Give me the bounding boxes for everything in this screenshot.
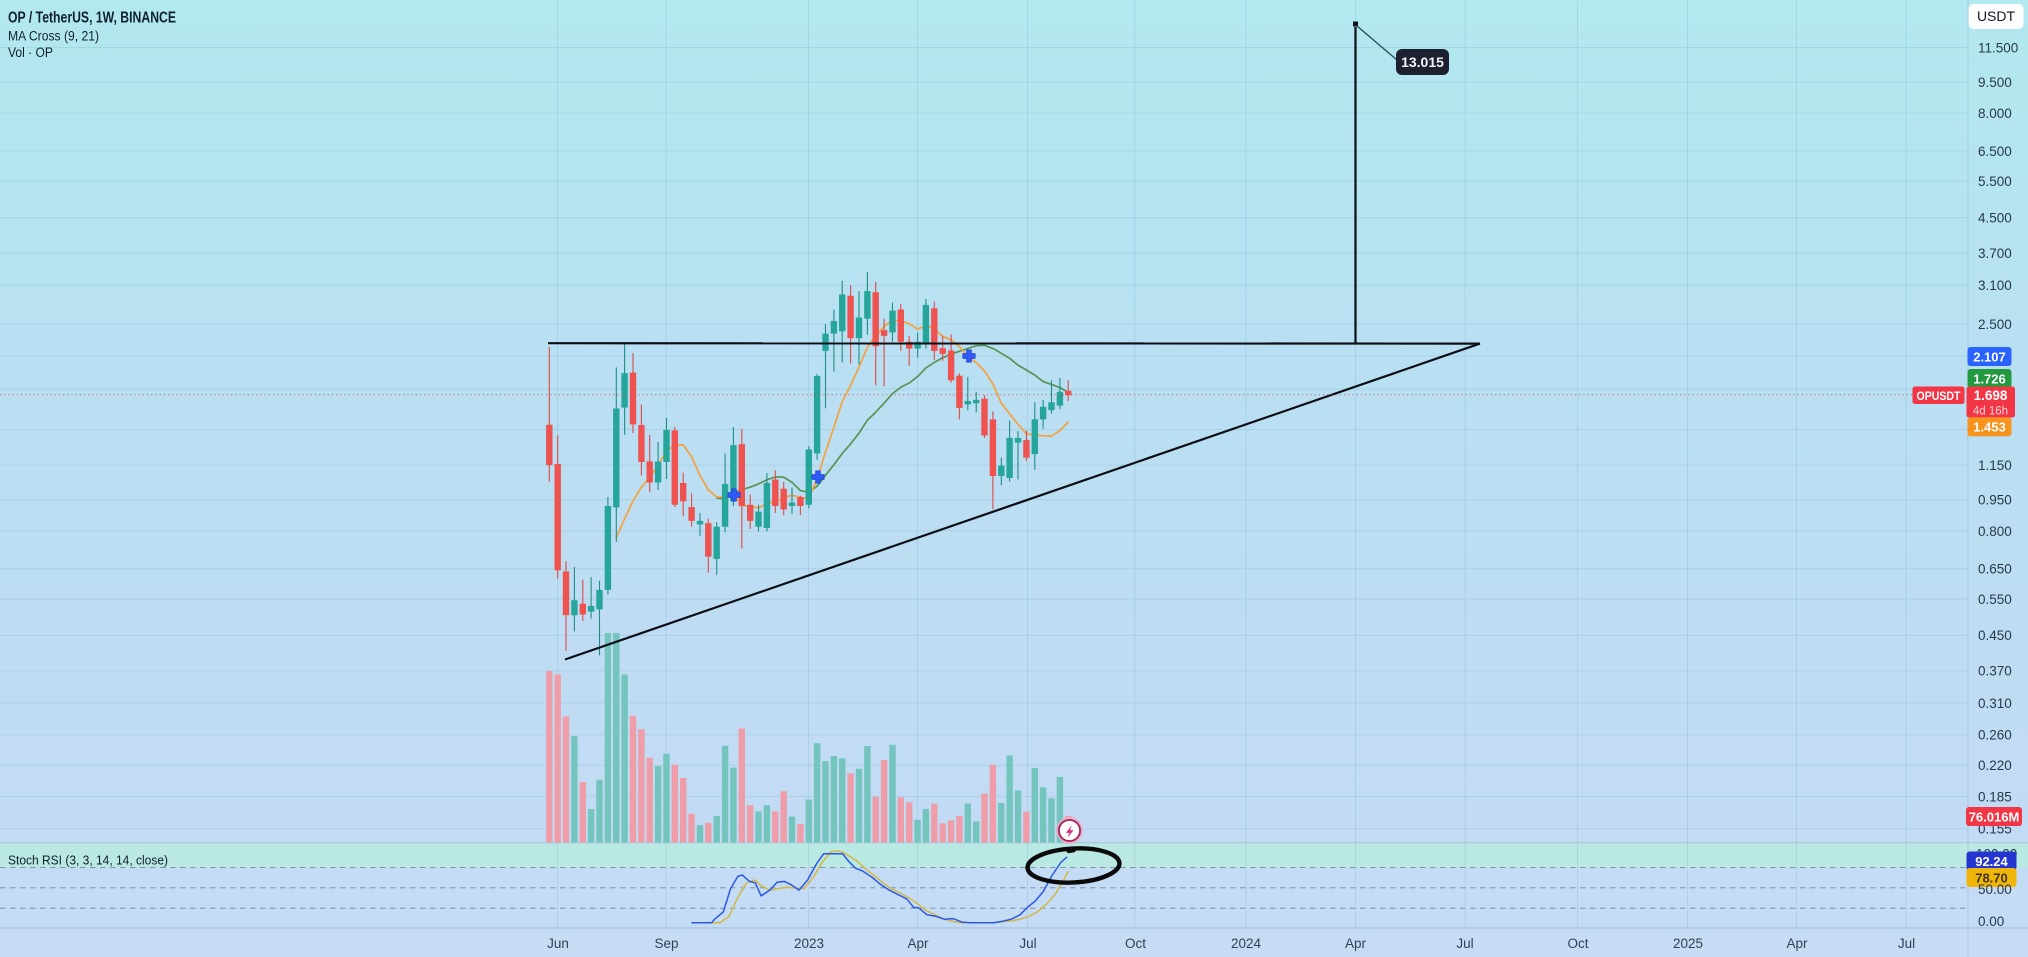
svg-text:0.185: 0.185: [1978, 789, 2012, 804]
svg-text:MA Cross (9, 21): MA Cross (9, 21): [8, 29, 99, 44]
svg-text:OPUSDT: OPUSDT: [1917, 389, 1962, 403]
svg-text:0.00: 0.00: [1978, 914, 2004, 929]
svg-text:Sep: Sep: [654, 936, 678, 951]
svg-text:Oct: Oct: [1567, 936, 1588, 951]
svg-text:Jul: Jul: [1456, 936, 1473, 951]
svg-text:78.70: 78.70: [1975, 870, 2008, 885]
svg-text:6.500: 6.500: [1978, 144, 2012, 159]
svg-text:1.150: 1.150: [1978, 458, 2012, 473]
svg-text:0.370: 0.370: [1978, 664, 2012, 679]
svg-text:0.800: 0.800: [1978, 524, 2012, 539]
svg-text:3.100: 3.100: [1978, 278, 2012, 293]
svg-text:0.550: 0.550: [1978, 592, 2012, 607]
svg-text:1.453: 1.453: [1973, 420, 2006, 435]
svg-text:9.500: 9.500: [1978, 75, 2012, 90]
svg-text:4.500: 4.500: [1978, 211, 2012, 226]
svg-text:1.698: 1.698: [1974, 388, 2008, 403]
svg-text:Stoch RSI (3, 3, 14, 14, close: Stoch RSI (3, 3, 14, 14, close): [8, 854, 168, 868]
svg-text:2.500: 2.500: [1978, 317, 2012, 332]
svg-text:11.500: 11.500: [1978, 40, 2018, 55]
svg-text:2.107: 2.107: [1973, 349, 2006, 364]
svg-text:0.260: 0.260: [1978, 728, 2012, 743]
svg-text:0.450: 0.450: [1978, 628, 2012, 643]
svg-text:0.950: 0.950: [1978, 493, 2012, 508]
svg-text:92.24: 92.24: [1975, 854, 2008, 869]
svg-text:2025: 2025: [1673, 936, 1703, 951]
svg-text:Vol · OP: Vol · OP: [8, 45, 53, 60]
svg-text:8.000: 8.000: [1978, 106, 2012, 121]
svg-text:0.650: 0.650: [1978, 562, 2012, 577]
svg-text:Apr: Apr: [907, 936, 929, 951]
svg-text:76.016M: 76.016M: [1969, 809, 2020, 824]
svg-text:Apr: Apr: [1345, 936, 1367, 951]
svg-text:Jun: Jun: [547, 936, 569, 951]
svg-text:1.726: 1.726: [1973, 371, 2006, 386]
svg-text:5.500: 5.500: [1978, 174, 2012, 189]
svg-text:0.310: 0.310: [1978, 696, 2012, 711]
svg-text:Apr: Apr: [1786, 936, 1808, 951]
svg-text:13.015: 13.015: [1401, 54, 1444, 70]
svg-text:0.220: 0.220: [1978, 758, 2012, 773]
svg-text:3.700: 3.700: [1978, 246, 2012, 261]
svg-text:OP / TetherUS, 1W, BINANCE: OP / TetherUS, 1W, BINANCE: [8, 10, 176, 27]
svg-text:Oct: Oct: [1125, 936, 1146, 951]
svg-text:2024: 2024: [1231, 936, 1262, 951]
svg-text:2023: 2023: [794, 936, 824, 951]
svg-text:Jul: Jul: [1019, 936, 1036, 951]
svg-text:Jul: Jul: [1898, 936, 1915, 951]
svg-text:USDT: USDT: [1977, 8, 2016, 24]
svg-text:4d 16h: 4d 16h: [1973, 406, 2008, 418]
svg-text:50.00: 50.00: [1978, 882, 2012, 897]
